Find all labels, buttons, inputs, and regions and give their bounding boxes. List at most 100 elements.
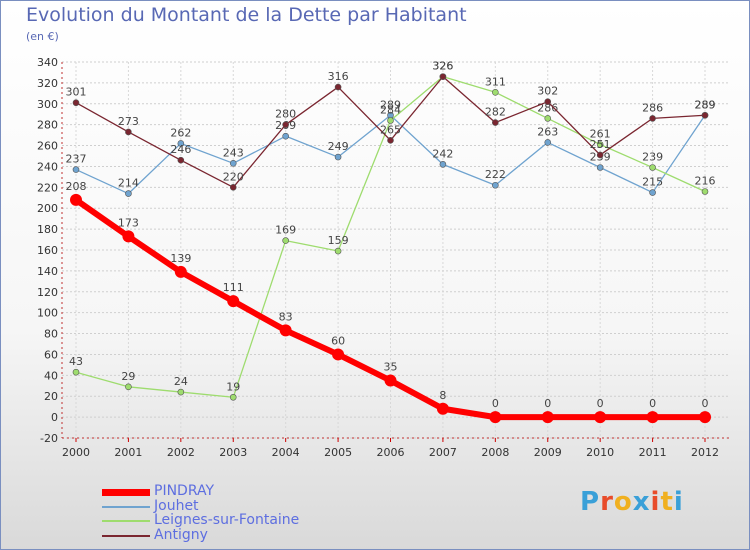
data-label: 263	[537, 125, 558, 138]
data-point	[387, 137, 394, 144]
y-tick-label: 240	[37, 160, 58, 173]
data-label: 0	[702, 397, 709, 410]
data-point	[125, 190, 132, 197]
data-point	[541, 411, 554, 424]
data-label: 139	[170, 252, 191, 265]
data-point	[439, 73, 447, 80]
x-tick-label: 2007	[429, 446, 457, 459]
data-label: 60	[331, 334, 345, 347]
y-tick-label: 140	[37, 265, 58, 278]
data-label: 19	[226, 380, 240, 393]
chart-title: Evolution du Montant de la Dette par Hab…	[26, 4, 467, 26]
x-tick-label: 2001	[114, 446, 142, 459]
data-point	[72, 99, 80, 107]
data-label: 169	[275, 224, 296, 237]
data-point	[334, 153, 342, 161]
x-tick-label: 2009	[534, 446, 562, 459]
data-point	[649, 115, 656, 122]
data-point	[122, 230, 135, 243]
data-label: 316	[328, 70, 349, 83]
data-point	[701, 111, 709, 119]
data-point	[229, 393, 237, 401]
data-point	[72, 166, 80, 173]
x-tick-label: 2010	[586, 446, 614, 459]
data-label: 301	[66, 86, 87, 99]
data-label: 35	[384, 361, 398, 374]
y-tick-label: 280	[37, 119, 58, 132]
data-label: 326	[432, 60, 453, 73]
x-tick-label: 2004	[272, 446, 300, 459]
data-point	[436, 402, 449, 415]
x-tick-label: 2003	[219, 446, 247, 459]
x-tick-label: 2002	[167, 446, 195, 459]
data-label: 289	[380, 98, 401, 111]
data-label: 29	[121, 370, 135, 383]
data-label: 0	[597, 397, 604, 410]
data-label: 265	[380, 123, 401, 136]
data-label: 0	[649, 397, 656, 410]
data-point	[334, 247, 342, 255]
x-tick-label: 2008	[481, 446, 509, 459]
data-point	[701, 188, 709, 195]
data-label: 282	[485, 106, 506, 119]
data-point	[332, 348, 345, 361]
data-point	[649, 164, 656, 171]
data-label: 243	[223, 146, 244, 159]
legend-label: Jouhet	[154, 497, 199, 514]
data-label: 286	[642, 101, 663, 114]
data-label: 214	[118, 177, 139, 190]
data-point	[177, 388, 185, 396]
x-tick-label: 2012	[691, 446, 719, 459]
data-label: 222	[485, 168, 506, 181]
data-label: 216	[695, 175, 716, 188]
data-label: 246	[170, 143, 191, 156]
data-point	[387, 117, 394, 124]
y-tick-label: 340	[37, 56, 58, 69]
legend-label: PINDRAY	[154, 483, 215, 499]
data-label: 302	[537, 85, 558, 98]
x-tick-label: 2006	[377, 446, 405, 459]
data-label: 173	[118, 216, 139, 229]
data-label: 111	[223, 281, 244, 294]
y-tick-label: 120	[37, 286, 58, 299]
data-label: 249	[328, 140, 349, 153]
data-label: 273	[118, 115, 139, 128]
data-point	[334, 83, 342, 91]
y-tick-label: 260	[37, 140, 58, 153]
chart-subtitle: (en €)	[26, 30, 59, 43]
data-point	[544, 98, 552, 105]
y-tick-label: 160	[37, 244, 58, 257]
legend-swatch	[102, 520, 150, 522]
data-label: 215	[642, 176, 663, 189]
data-label: 262	[170, 126, 191, 139]
y-tick-label: 200	[37, 202, 58, 215]
legend-label: Leignes-sur-Fontaine	[154, 512, 300, 528]
data-point	[72, 368, 80, 376]
data-point	[282, 132, 289, 140]
y-tick-label: 100	[37, 307, 58, 320]
data-point	[177, 156, 185, 164]
legend-label: Antigny	[154, 526, 208, 543]
data-point	[649, 189, 656, 196]
data-label: 289	[695, 98, 716, 111]
y-tick-label: 220	[37, 181, 58, 194]
data-label: 289	[695, 98, 716, 111]
data-point	[174, 265, 187, 278]
data-point	[699, 411, 711, 424]
data-label: 83	[279, 310, 293, 323]
y-tick-label: 60	[44, 348, 58, 361]
x-tick-label: 2011	[639, 446, 667, 459]
data-label: 220	[223, 170, 244, 183]
data-point	[177, 140, 185, 147]
data-point	[544, 139, 552, 146]
data-label: 24	[174, 375, 188, 388]
data-point	[282, 237, 289, 244]
data-point	[229, 160, 237, 167]
data-point	[125, 383, 132, 391]
data-label: 286	[537, 101, 558, 114]
data-point	[229, 184, 237, 191]
data-point	[492, 88, 499, 96]
y-tick-label: 300	[37, 98, 58, 111]
legend-swatch	[102, 488, 150, 496]
legend-swatch	[102, 505, 150, 508]
